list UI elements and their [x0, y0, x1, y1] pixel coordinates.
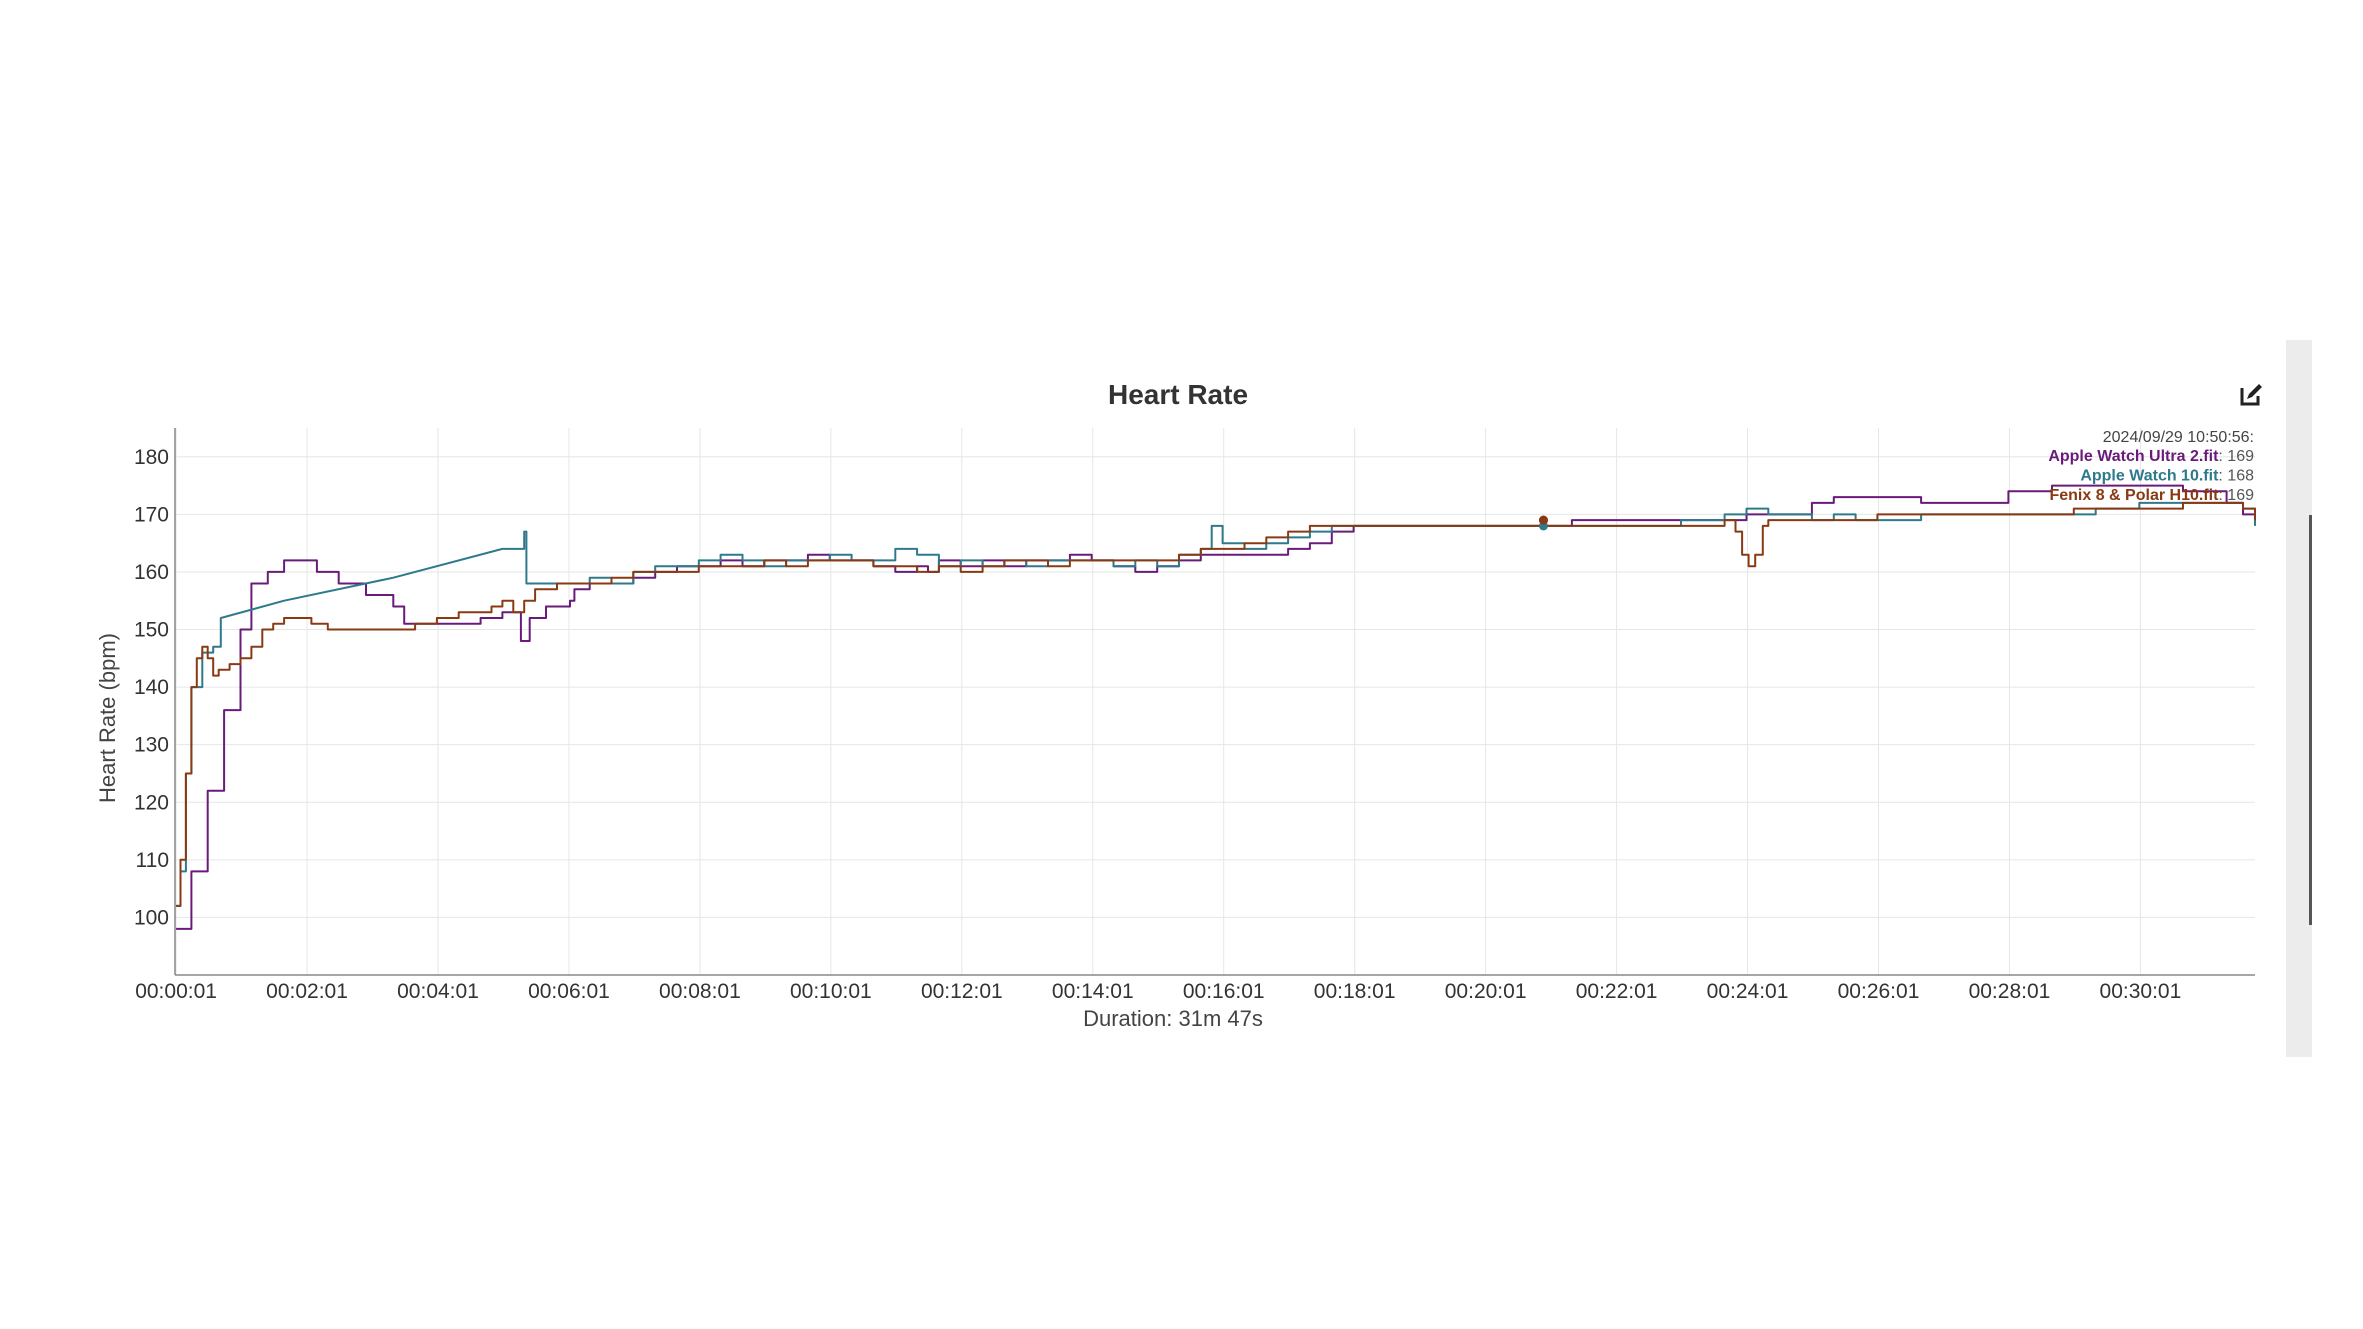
x-tick-label: 00:10:01: [790, 980, 872, 1003]
x-tick-label: 00:26:01: [1838, 980, 1920, 1003]
y-tick-label: 110: [136, 849, 169, 872]
x-tick-label: 00:16:01: [1183, 980, 1265, 1003]
x-tick-label: 00:04:01: [397, 980, 479, 1003]
scrollbar-track[interactable]: [2286, 340, 2312, 1057]
tooltip-series-name: Fenix 8 & Polar H10.fit: [2049, 487, 2219, 504]
edit-icon[interactable]: [2238, 382, 2264, 408]
y-axis-label: Heart Rate (bpm): [95, 633, 120, 803]
tooltip-series-name: Apple Watch Ultra 2.fit: [2048, 448, 2219, 465]
chart-title: Heart Rate: [1108, 379, 1248, 410]
tooltip-series-value: : 169: [2218, 448, 2254, 465]
x-tick-label: 00:22:01: [1576, 980, 1658, 1003]
y-tick-label: 180: [134, 446, 169, 469]
grid-layer: [175, 428, 2255, 975]
hover-marker-layer: [1538, 515, 1548, 531]
y-tick-label: 100: [134, 906, 169, 929]
x-tick-label: 00:14:01: [1052, 980, 1134, 1003]
series-layer[interactable]: [176, 484, 2256, 930]
series-line-3[interactable]: [176, 501, 2256, 907]
y-tick-label: 160: [134, 561, 169, 584]
x-tick-label: 00:06:01: [528, 980, 610, 1003]
scrollbar-thumb[interactable]: [2309, 515, 2312, 925]
tooltip-entry: Apple Watch 10.fit: 168: [2080, 468, 2254, 485]
tooltip-series-value: : 169: [2218, 487, 2254, 504]
y-tick-label: 120: [134, 791, 169, 814]
x-tick-label: 00:00:01: [135, 980, 217, 1003]
x-tick-label: 00:18:01: [1314, 980, 1396, 1003]
y-tick-label: 140: [134, 676, 169, 699]
y-tick-label: 130: [134, 734, 169, 757]
tooltip-series-name: Apple Watch 10.fit: [2080, 468, 2219, 485]
x-tick-label: 00:20:01: [1445, 980, 1527, 1003]
x-tick-label: 00:12:01: [921, 980, 1003, 1003]
x-axis-label: Duration: 31m 47s: [1083, 1006, 1263, 1031]
tooltip: 2024/09/29 10:50:56: Apple Watch Ultra 2…: [2048, 429, 2254, 504]
x-tick-label: 00:30:01: [2100, 980, 2182, 1003]
axes-layer: 100 110 120 130 140 150 160 170 180 00:00:01 00:02…: [134, 428, 2255, 1003]
x-tick-label: 00:24:01: [1707, 980, 1789, 1003]
y-tick-label: 150: [134, 619, 169, 642]
hover-point: [1538, 515, 1548, 525]
tooltip-time: 2024/09/29 10:50:56:: [2103, 429, 2254, 446]
tooltip-entry: Apple Watch Ultra 2.fit: 169: [2048, 448, 2254, 465]
y-tick-label: 170: [134, 503, 169, 526]
x-tick-label: 00:08:01: [659, 980, 741, 1003]
series-line-2[interactable]: [176, 501, 2256, 907]
tooltip-series-value: : 168: [2218, 468, 2254, 485]
x-tick-label: 00:02:01: [266, 980, 348, 1003]
tooltip-entry: Fenix 8 & Polar H10.fit: 169: [2049, 487, 2254, 504]
x-tick-label: 00:28:01: [1969, 980, 2051, 1003]
